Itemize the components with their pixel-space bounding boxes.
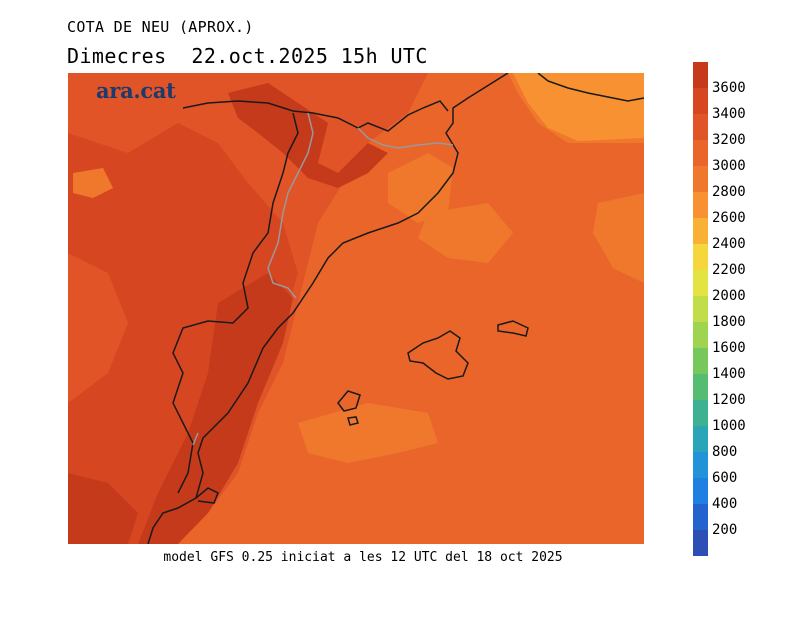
color-scale-step	[693, 270, 708, 296]
color-scale-label: 2800	[712, 184, 746, 200]
color-scale-step	[693, 140, 708, 166]
color-scale-label: 1600	[712, 340, 746, 356]
color-scale-step	[693, 348, 708, 374]
color-scale-step	[693, 244, 708, 270]
coastline-inner	[172, 112, 299, 494]
color-scale-step	[693, 452, 708, 478]
field-highest-south	[68, 473, 138, 544]
color-scale-step	[693, 62, 708, 88]
color-scale-label: 1200	[712, 392, 746, 408]
color-scale-label: 800	[712, 444, 738, 460]
color-scale-step	[693, 192, 708, 218]
color-scale-label: 400	[712, 496, 738, 512]
forecast-date: Dimecres 22.oct.2025 15h UTC	[67, 44, 428, 68]
field-higher-west	[68, 123, 298, 544]
color-scale-label: 3400	[712, 106, 746, 122]
color-scale-label: 1400	[712, 366, 746, 382]
coastline-tunisia-west	[537, 73, 644, 102]
coastline-north	[182, 100, 449, 132]
model-info: model GFS 0.25 iniciat a les 12 UTC del …	[163, 550, 563, 565]
color-scale-label: 3200	[712, 132, 746, 148]
field-low-east	[593, 193, 644, 283]
ara-cat-logo: ara.cat	[96, 78, 176, 103]
field-low-west	[73, 168, 113, 198]
color-scale-label: 200	[712, 522, 738, 538]
color-scale-step	[693, 504, 708, 530]
snow-level-map	[68, 73, 644, 544]
color-scale-step	[693, 400, 708, 426]
color-scale-step	[693, 426, 708, 452]
color-scale-label: 2000	[712, 288, 746, 304]
color-scale-bar	[693, 62, 708, 556]
color-scale-label: 600	[712, 470, 738, 486]
field-low-coast	[418, 203, 513, 263]
color-scale-label: 2400	[712, 236, 746, 252]
color-scale-label: 1000	[712, 418, 746, 434]
field-highest-pyrenees	[228, 83, 388, 188]
color-scale-label: 2600	[712, 210, 746, 226]
color-scale-step	[693, 166, 708, 192]
island-ibiza	[337, 390, 361, 412]
field-low-catalonia	[388, 153, 453, 223]
border-valencia	[192, 432, 199, 446]
color-scale-step	[693, 296, 708, 322]
island-formentera	[347, 416, 359, 426]
island-mallorca	[407, 330, 469, 380]
color-scale-step	[693, 88, 708, 114]
border-france-spain	[357, 127, 454, 149]
color-scale-step	[693, 218, 708, 244]
field-low-bay	[298, 403, 438, 463]
color-scale-step	[693, 530, 708, 556]
border-aragon-catalonia	[267, 112, 314, 299]
color-scale-label: 3600	[712, 80, 746, 96]
map-title: COTA DE NEU (APROX.)	[67, 18, 254, 36]
field-lower-ne	[513, 73, 644, 141]
coastline-mainland-south	[195, 487, 219, 504]
color-scale-step	[693, 374, 708, 400]
color-scale-step	[693, 114, 708, 140]
island-menorca	[497, 320, 529, 337]
color-scale-label: 1800	[712, 314, 746, 330]
color-scale-step	[693, 322, 708, 348]
color-scale-label: 3000	[712, 158, 746, 174]
color-scale-label: 2200	[712, 262, 746, 278]
field-highest-valley	[138, 273, 293, 544]
coastline-mainland	[147, 73, 509, 544]
color-scale-step	[693, 478, 708, 504]
